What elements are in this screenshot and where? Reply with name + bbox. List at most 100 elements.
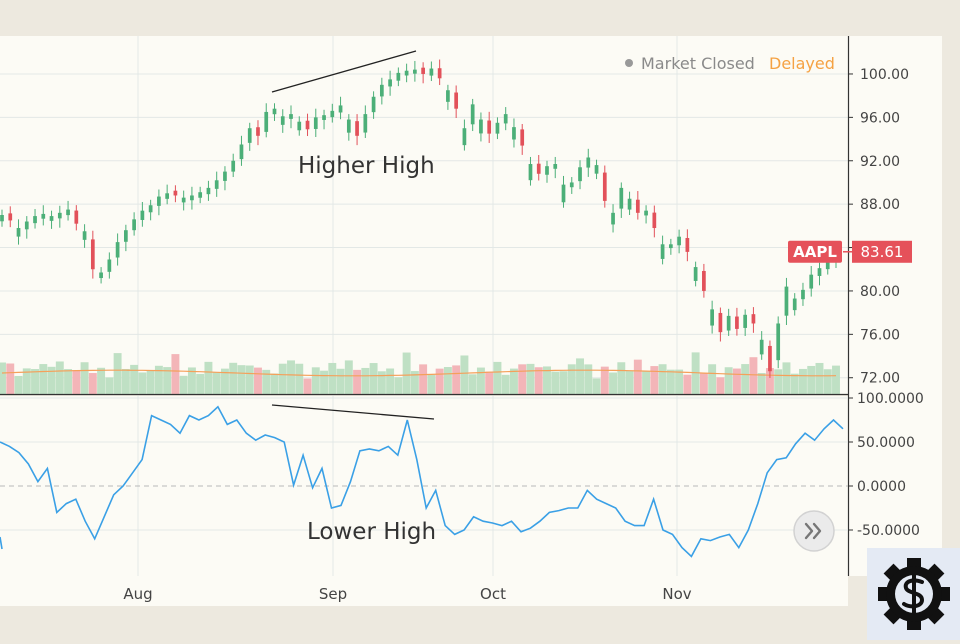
candle-body bbox=[512, 127, 516, 140]
candle-body bbox=[652, 212, 657, 229]
volume-bar bbox=[336, 368, 345, 394]
volume-bar bbox=[245, 365, 254, 394]
candle-body bbox=[677, 236, 681, 246]
candle-body bbox=[454, 92, 459, 109]
volume-bar bbox=[567, 364, 576, 394]
price-axis[interactable] bbox=[848, 36, 942, 576]
volume-bar bbox=[154, 365, 163, 394]
oscillator-tick-label: 50.0000 bbox=[857, 435, 915, 451]
candle-body bbox=[355, 121, 359, 136]
volume-bar bbox=[311, 367, 320, 394]
last-price-label: 83.61 bbox=[861, 243, 904, 261]
candle-body bbox=[231, 160, 236, 172]
volume-bar bbox=[543, 366, 551, 394]
annotation-lower-high: Lower High bbox=[307, 519, 436, 545]
volume-bar bbox=[493, 361, 502, 394]
candle-body bbox=[256, 127, 260, 136]
candle-body bbox=[8, 213, 13, 221]
volume-bar bbox=[708, 364, 717, 394]
candle-body bbox=[545, 166, 549, 175]
candle-body bbox=[776, 323, 781, 361]
candle-body bbox=[520, 129, 525, 146]
candle-body bbox=[479, 119, 483, 134]
candle-body bbox=[0, 215, 4, 222]
gear-dollar-icon bbox=[878, 558, 950, 630]
volume-bar bbox=[303, 378, 312, 394]
volume-bar bbox=[476, 367, 485, 394]
time-tick-label: Sep bbox=[319, 585, 347, 603]
volume-bar bbox=[468, 374, 477, 394]
time-tick-label: Oct bbox=[480, 585, 506, 603]
candle-body bbox=[190, 195, 194, 201]
oscillator-grid bbox=[0, 397, 848, 531]
volume-bar bbox=[187, 367, 196, 394]
oscillator-tick-label: 100.0000 bbox=[857, 391, 924, 407]
time-axis[interactable] bbox=[0, 576, 848, 606]
volume-bar bbox=[278, 363, 287, 394]
candle-body bbox=[107, 259, 112, 272]
candle-body bbox=[371, 96, 376, 113]
candle-body bbox=[569, 182, 574, 188]
volume-bar bbox=[625, 370, 634, 394]
symbol-badge bbox=[788, 240, 842, 263]
volume-bar bbox=[377, 371, 386, 394]
candle-body bbox=[578, 167, 582, 182]
candle-body bbox=[710, 309, 714, 326]
volume-bar bbox=[80, 362, 89, 394]
scroll-button-circle[interactable] bbox=[793, 510, 835, 552]
volume-bar bbox=[741, 364, 750, 394]
candle-body bbox=[214, 180, 219, 189]
candle-body bbox=[462, 128, 467, 146]
time-axis-labels: Aug Sep Oct Nov bbox=[123, 585, 691, 603]
candle-body bbox=[57, 212, 62, 219]
candle-body bbox=[16, 228, 21, 237]
volume-bar bbox=[262, 369, 271, 394]
volume-bar bbox=[460, 355, 469, 394]
candle-body bbox=[602, 172, 607, 201]
candle-body bbox=[536, 163, 541, 174]
volume-bar bbox=[410, 371, 419, 394]
candle-body bbox=[660, 244, 665, 259]
volume-bar bbox=[88, 373, 97, 394]
volume-bar bbox=[633, 359, 642, 394]
volume-bar bbox=[146, 370, 155, 394]
candlestick-series bbox=[0, 59, 838, 378]
volume-bar bbox=[823, 369, 832, 394]
volume-bar bbox=[220, 368, 229, 394]
volume-bar bbox=[121, 368, 130, 394]
logo-badge bbox=[867, 548, 960, 640]
volume-bar bbox=[196, 373, 205, 394]
scroll-to-realtime-button[interactable] bbox=[793, 510, 835, 552]
oscillator-axis-labels: 100.0000 50.0000 0.0000 -50.0000 bbox=[848, 391, 924, 539]
lower-high-trendline[interactable] bbox=[271, 404, 435, 420]
volume-bar bbox=[361, 367, 370, 394]
volume-bar bbox=[600, 366, 609, 394]
candle-body bbox=[751, 314, 756, 324]
candle-body bbox=[553, 164, 558, 169]
candle-body bbox=[280, 116, 285, 125]
higher-high-trendline[interactable] bbox=[271, 50, 417, 93]
volume-bar bbox=[617, 362, 626, 394]
candle-body bbox=[330, 110, 335, 118]
volume-bar bbox=[72, 370, 81, 394]
market-status-label: Market Closed bbox=[641, 54, 755, 73]
candle-body bbox=[49, 216, 54, 221]
volume-bar bbox=[732, 368, 741, 394]
candle-body bbox=[396, 72, 401, 81]
volume-bar bbox=[97, 367, 106, 394]
candle-body bbox=[702, 270, 706, 291]
last-price-marker: AAPL 83.61 bbox=[788, 240, 912, 263]
candle-body bbox=[801, 289, 805, 300]
oscillator-line-stub bbox=[0, 536, 3, 550]
price-tick-label: 100.00 bbox=[860, 67, 909, 83]
candle-body bbox=[768, 345, 772, 372]
candle-body bbox=[446, 90, 450, 102]
candle-body bbox=[429, 68, 434, 76]
volume-bar bbox=[774, 369, 783, 394]
candle-body bbox=[173, 190, 178, 196]
candle-body bbox=[379, 84, 384, 97]
oscillator-tick-label: -50.0000 bbox=[857, 523, 920, 539]
volume-bar bbox=[452, 365, 461, 394]
volume-bar bbox=[443, 367, 452, 394]
candle-body bbox=[124, 230, 128, 242]
